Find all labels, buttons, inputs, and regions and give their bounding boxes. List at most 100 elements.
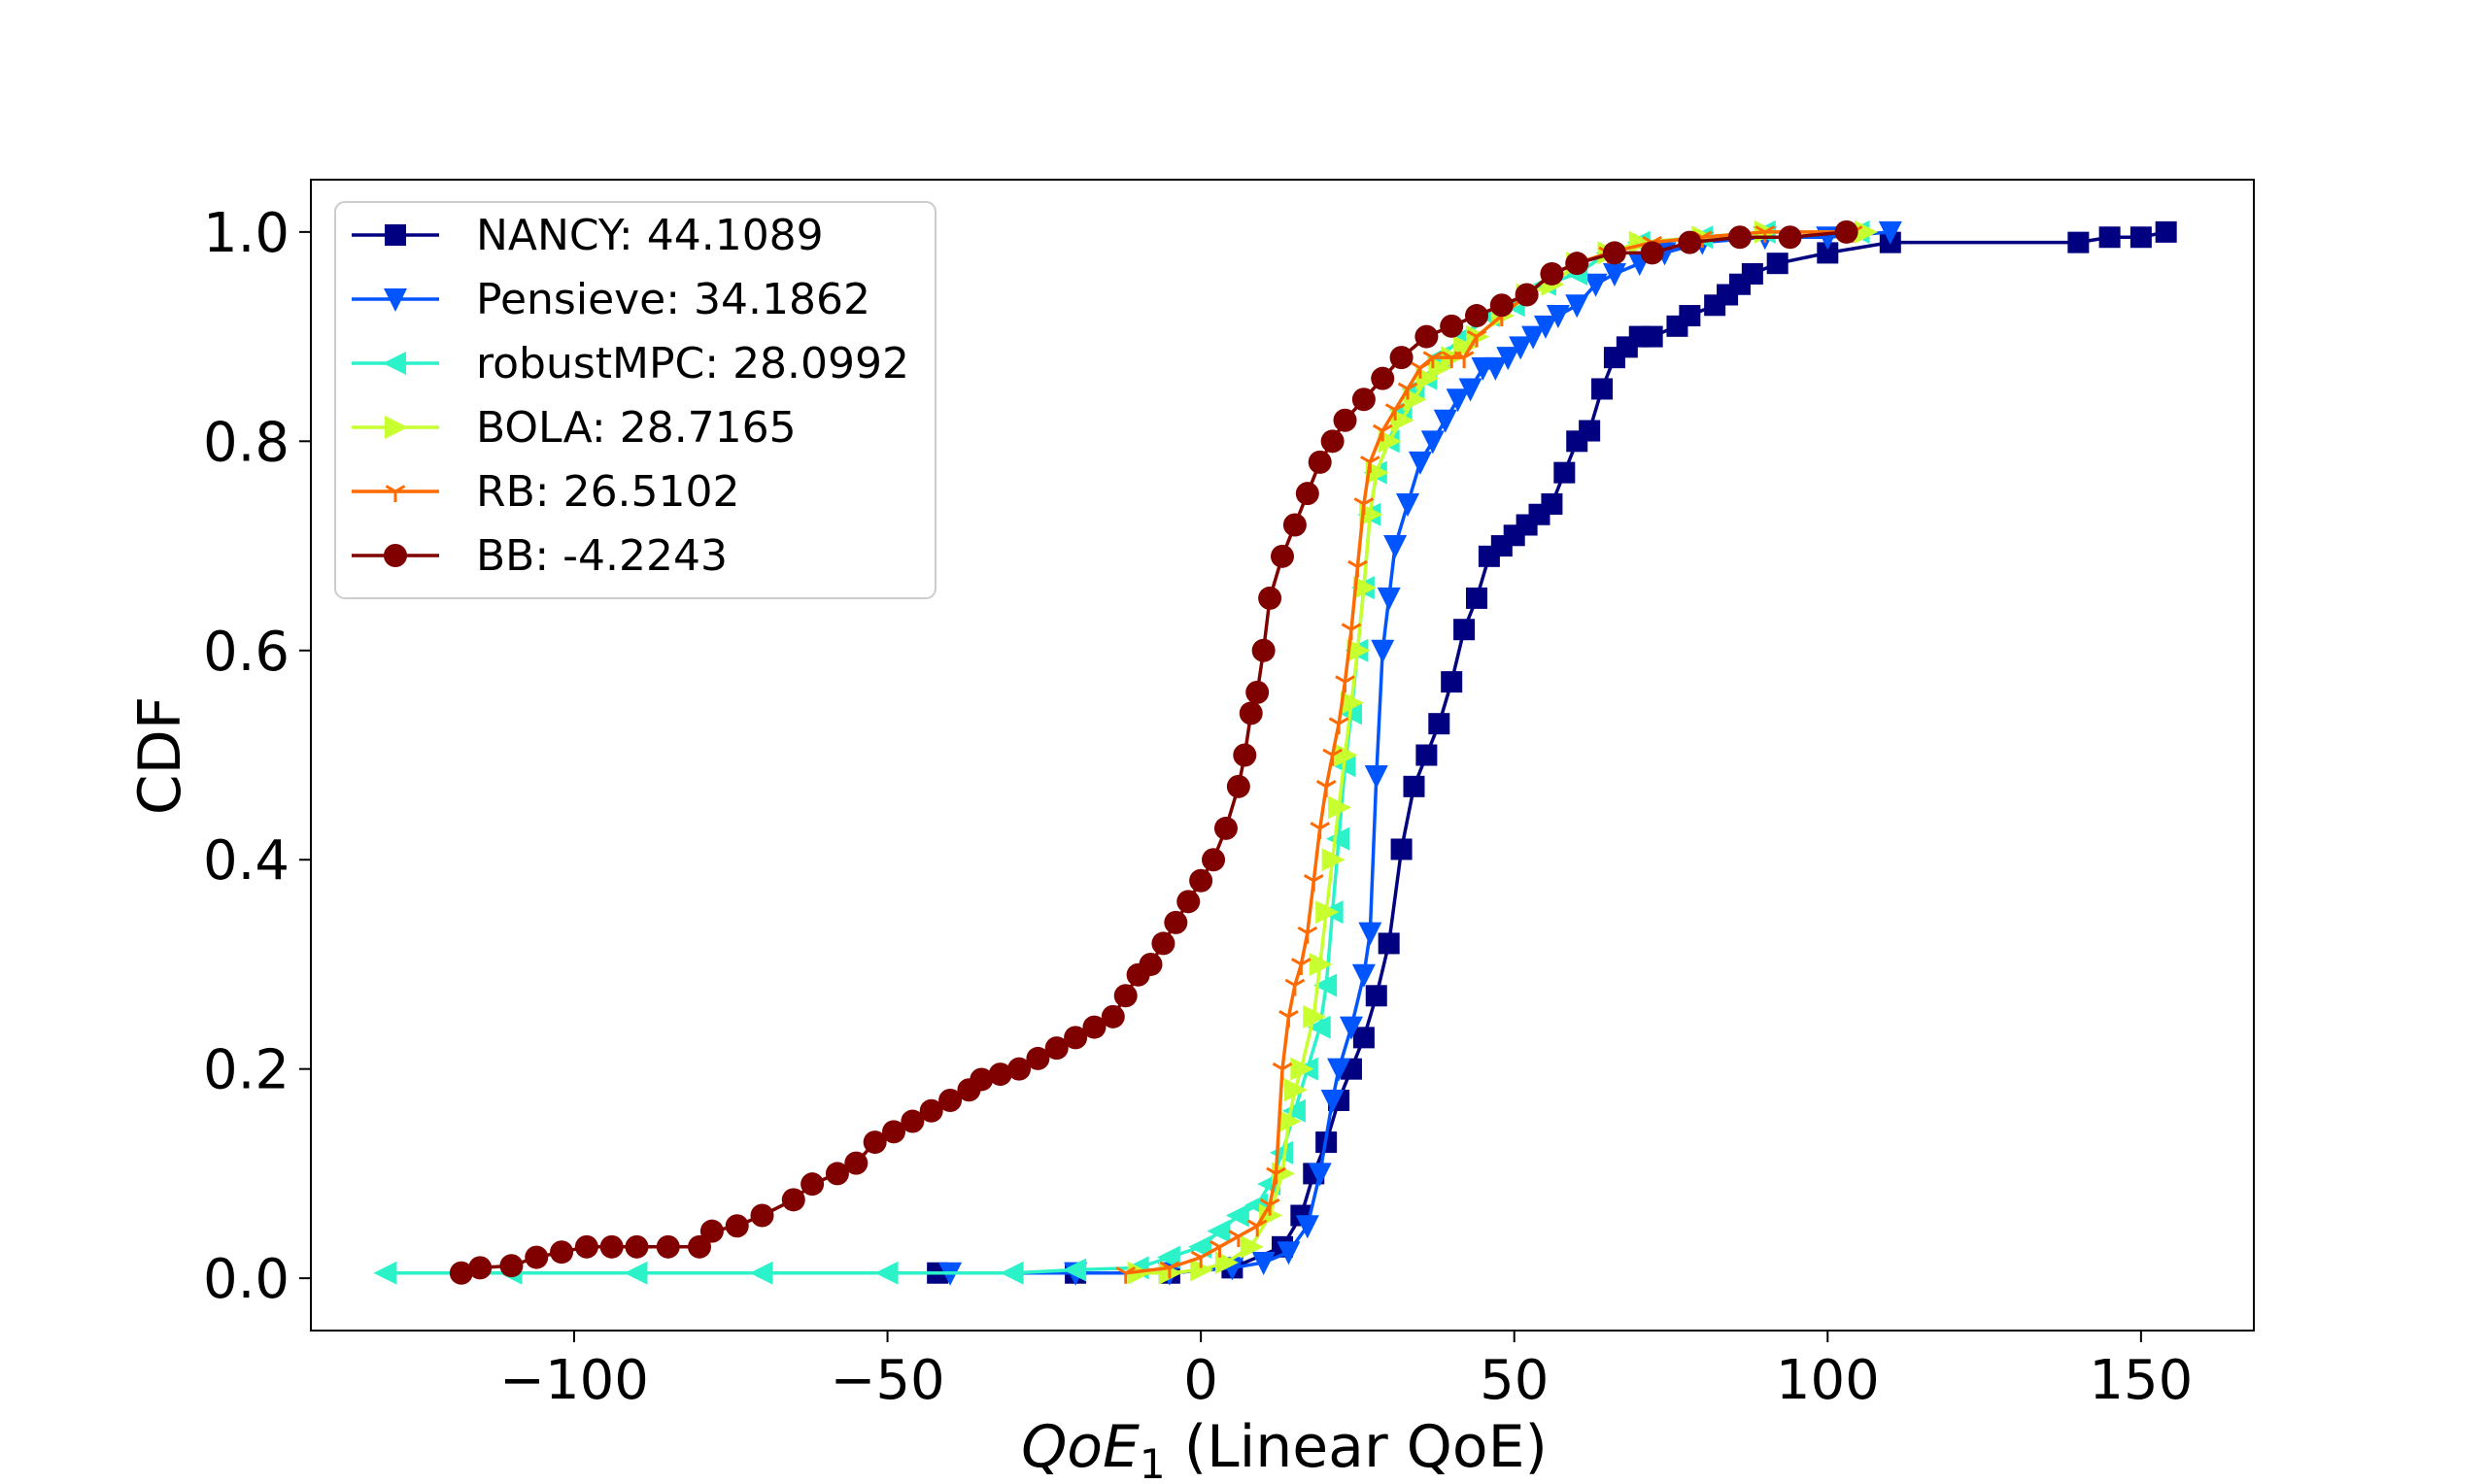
legend-marker-1 <box>384 288 407 312</box>
series-5-point-54 <box>1389 346 1414 370</box>
legend-marker-3 <box>385 416 408 439</box>
series-5-point-63 <box>1640 241 1664 265</box>
series-0-point-45 <box>2129 226 2152 249</box>
series-5-point-53 <box>1371 366 1395 390</box>
series-5-point-67 <box>1834 219 1858 244</box>
series-2-point-4 <box>874 1261 899 1285</box>
series-0-point-12 <box>1378 932 1400 955</box>
series-4-point-5 <box>1246 1219 1268 1237</box>
series-3-point-12 <box>1315 900 1340 925</box>
series-4-point-3 <box>1209 1240 1230 1258</box>
series-5-point-0 <box>449 1261 473 1285</box>
x-tick-label-3: 50 <box>1480 1349 1549 1412</box>
series-0-point-16 <box>1428 713 1450 735</box>
series-1-point-25 <box>1496 347 1520 371</box>
series-1-point-17 <box>1396 492 1420 517</box>
series-5-point-42 <box>1239 701 1263 725</box>
series-1-point-38 <box>1878 220 1902 245</box>
series-2-point-20 <box>1326 826 1350 851</box>
series-5-point-43 <box>1245 680 1270 704</box>
x-tick-label-2: 0 <box>1183 1349 1218 1412</box>
series-5-point-46 <box>1271 544 1294 568</box>
series-4-point-29 <box>1453 351 1475 369</box>
series-5-point-62 <box>1602 241 1626 265</box>
y-tick-label-4: 0.8 <box>203 411 290 474</box>
y-tick-label-5: 1.0 <box>203 202 290 265</box>
series-5-point-35 <box>1164 910 1188 934</box>
series-1-point-20 <box>1433 409 1457 433</box>
series-0-point-13 <box>1390 838 1413 860</box>
series-0-point-33 <box>1641 325 1663 348</box>
series-0-point-18 <box>1453 619 1476 641</box>
series-1-point-14 <box>1371 639 1395 663</box>
y-tick-label-1: 0.2 <box>203 1039 290 1102</box>
series-3-point-14 <box>1328 795 1352 820</box>
series-4-point-21 <box>1353 497 1375 515</box>
series-5-point-10 <box>699 1219 724 1243</box>
y-tick-label-3: 0.6 <box>203 621 290 684</box>
legend-marker-5 <box>384 544 407 567</box>
series-5-point-3 <box>525 1245 549 1269</box>
series-2-point-17 <box>1307 1015 1331 1039</box>
series-1-point-22 <box>1458 378 1482 402</box>
ticks-layer: −100 −50 0 50 100 150 0.0 0.2 0.4 0.6 0.8 1.0 <box>203 202 2193 1412</box>
series-5-point-56 <box>1440 314 1464 338</box>
series-5-point-11 <box>725 1214 749 1238</box>
series-5-point-30 <box>1101 1004 1125 1029</box>
series-1-point-30 <box>1565 294 1589 319</box>
series-5-point-65 <box>1727 225 1752 250</box>
series-1-point-12 <box>1358 922 1382 946</box>
series-3-point-11 <box>1309 952 1333 976</box>
series-4-point-10 <box>1284 978 1306 996</box>
series-5-point-33 <box>1139 952 1163 976</box>
series-5-point-21 <box>938 1089 963 1112</box>
series-2-point-8 <box>1156 1245 1180 1269</box>
series-5 <box>449 219 1858 1285</box>
series-5-point-31 <box>1113 984 1138 1008</box>
series-4-point-13 <box>1303 873 1324 892</box>
series-5-point-50 <box>1320 429 1345 454</box>
series-3-point-17 <box>1346 638 1371 662</box>
series-0-point-10 <box>1352 1027 1375 1049</box>
series-3-point-10 <box>1303 1004 1327 1029</box>
series-2-point-10 <box>1207 1219 1231 1243</box>
series-5-point-4 <box>550 1240 574 1265</box>
series-4-point-17 <box>1328 717 1349 735</box>
series-5-point-45 <box>1258 586 1282 610</box>
series-3-point-7 <box>1278 1109 1302 1133</box>
series-5-point-34 <box>1151 931 1175 956</box>
series-0-point-39 <box>1741 262 1763 285</box>
series-5-point-17 <box>863 1130 887 1155</box>
series-5-point-64 <box>1678 230 1702 254</box>
legend-label-2: robustMPC: 28.0992 <box>476 339 909 388</box>
series-4-point-18 <box>1335 675 1355 693</box>
series-2-point-2 <box>624 1261 648 1285</box>
series-5-point-41 <box>1233 743 1257 767</box>
series-1-point-32 <box>1602 262 1626 287</box>
series-3-point-9 <box>1290 1057 1314 1081</box>
series-5-point-5 <box>574 1234 598 1259</box>
series-2-point-3 <box>749 1261 773 1285</box>
legend-label-4: RB: 26.5102 <box>476 467 740 517</box>
series-5-point-12 <box>750 1203 774 1228</box>
series-3-point-18 <box>1352 576 1377 600</box>
series-0-point-17 <box>1441 671 1463 693</box>
series-4-point-12 <box>1297 926 1318 944</box>
legend: NANCY: 44.1089 Pensieve: 34.1862 robustMPC… <box>334 201 937 599</box>
series-1-point-15 <box>1377 587 1401 611</box>
series-5-point-55 <box>1414 324 1439 349</box>
series-5-point-38 <box>1202 848 1226 872</box>
series-4-point-19 <box>1341 623 1362 641</box>
series-1-point-26 <box>1509 336 1533 360</box>
series-5-point-26 <box>1026 1046 1050 1070</box>
series-5-point-1 <box>468 1256 493 1280</box>
series-1-point-10 <box>1339 1016 1363 1040</box>
series-1-point-9 <box>1327 1058 1351 1082</box>
series-4-point-7 <box>1266 1166 1286 1185</box>
legend-marker-0 <box>385 224 406 246</box>
series-5-point-16 <box>844 1151 869 1175</box>
series-5-point-28 <box>1064 1026 1088 1050</box>
x-axis-label: QoE1 (Linear QoE) <box>1021 1413 1548 1484</box>
series-2-point-15 <box>1281 1098 1306 1123</box>
series-0-point-43 <box>2067 231 2090 253</box>
